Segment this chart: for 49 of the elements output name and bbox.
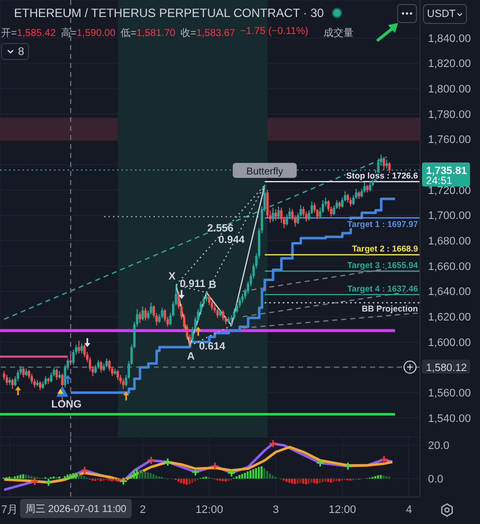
toggle-button: 8 [1,43,30,60]
annotation: LONG [51,398,82,411]
series-label: BB Projection [362,304,418,314]
annotation: 0.944 [218,234,245,246]
y-tick-label: 1,720.00 [428,184,471,197]
annotation: −1.75 (−0.11%) [240,26,308,39]
y-tick-label: 1,800.00 [428,84,471,96]
annotation: 开=1,585.42 [1,28,56,39]
text: ETHEREUM / TETHERUS PERPETUAL CONTRACT · 30 [14,6,324,20]
annotation: 8 [18,46,24,58]
annotation: Butterfly [246,166,284,178]
y-tick-label: 20.0 [428,440,450,452]
y-tick-label: 1,620.00 [428,312,471,324]
ref-line-label: 1,735.81 [426,164,468,177]
annotation: B [208,279,217,292]
annotation: 收=1,583.67 [180,28,236,39]
x-tick-label: 3 [272,504,279,516]
y-tick-label: 1,600.00 [428,336,471,349]
annotation: 低=1,581.70 [120,28,176,39]
dropdown-field: USDT [423,4,467,24]
y-tick-label: 1,780.00 [428,108,471,121]
text: 24:51 [426,174,452,187]
x-tick-label: 7月 [1,504,18,516]
x-tick-label: 12:00 [328,504,356,516]
annotation: 0.614 [198,340,226,352]
y-tick-label: 1,640.00 [428,286,471,298]
x-tick-label: 2 [140,504,146,516]
annotation: 高=1,590.00 [60,28,116,39]
y-tick-label: 1,660.00 [428,260,471,273]
ref-line-label: 1,580.12 [426,362,468,374]
x-tick-label: 4 [406,504,412,516]
y-tick-label: 1,560.00 [428,388,471,400]
series-label: Target 3 : 1655.94 [347,260,418,270]
series-label: Target 2 : 1668.9 [352,244,418,254]
annotation: X [168,270,176,282]
ref-line-label: 周三 2026-07-01 11:00 [25,504,127,515]
y-tick-label: 1,820.00 [428,58,471,70]
annotation: A [187,350,196,362]
annotation: 0.911 [180,278,206,290]
annotation: 成交量 [323,26,354,40]
y-tick-label: 1,680.00 [428,236,471,248]
annotation: 2.556 [207,222,234,234]
series-label: Target 4 : 1637.46 [347,284,418,294]
y-tick-label: 1,700.00 [428,210,471,222]
y-tick-label: 1,840.00 [428,32,471,45]
y-tick-label: 1,540.00 [428,412,471,425]
y-tick-label: 0.0 [428,474,444,486]
y-tick-label: 1,760.00 [428,134,471,146]
x-tick-label: 12:00 [196,504,224,516]
